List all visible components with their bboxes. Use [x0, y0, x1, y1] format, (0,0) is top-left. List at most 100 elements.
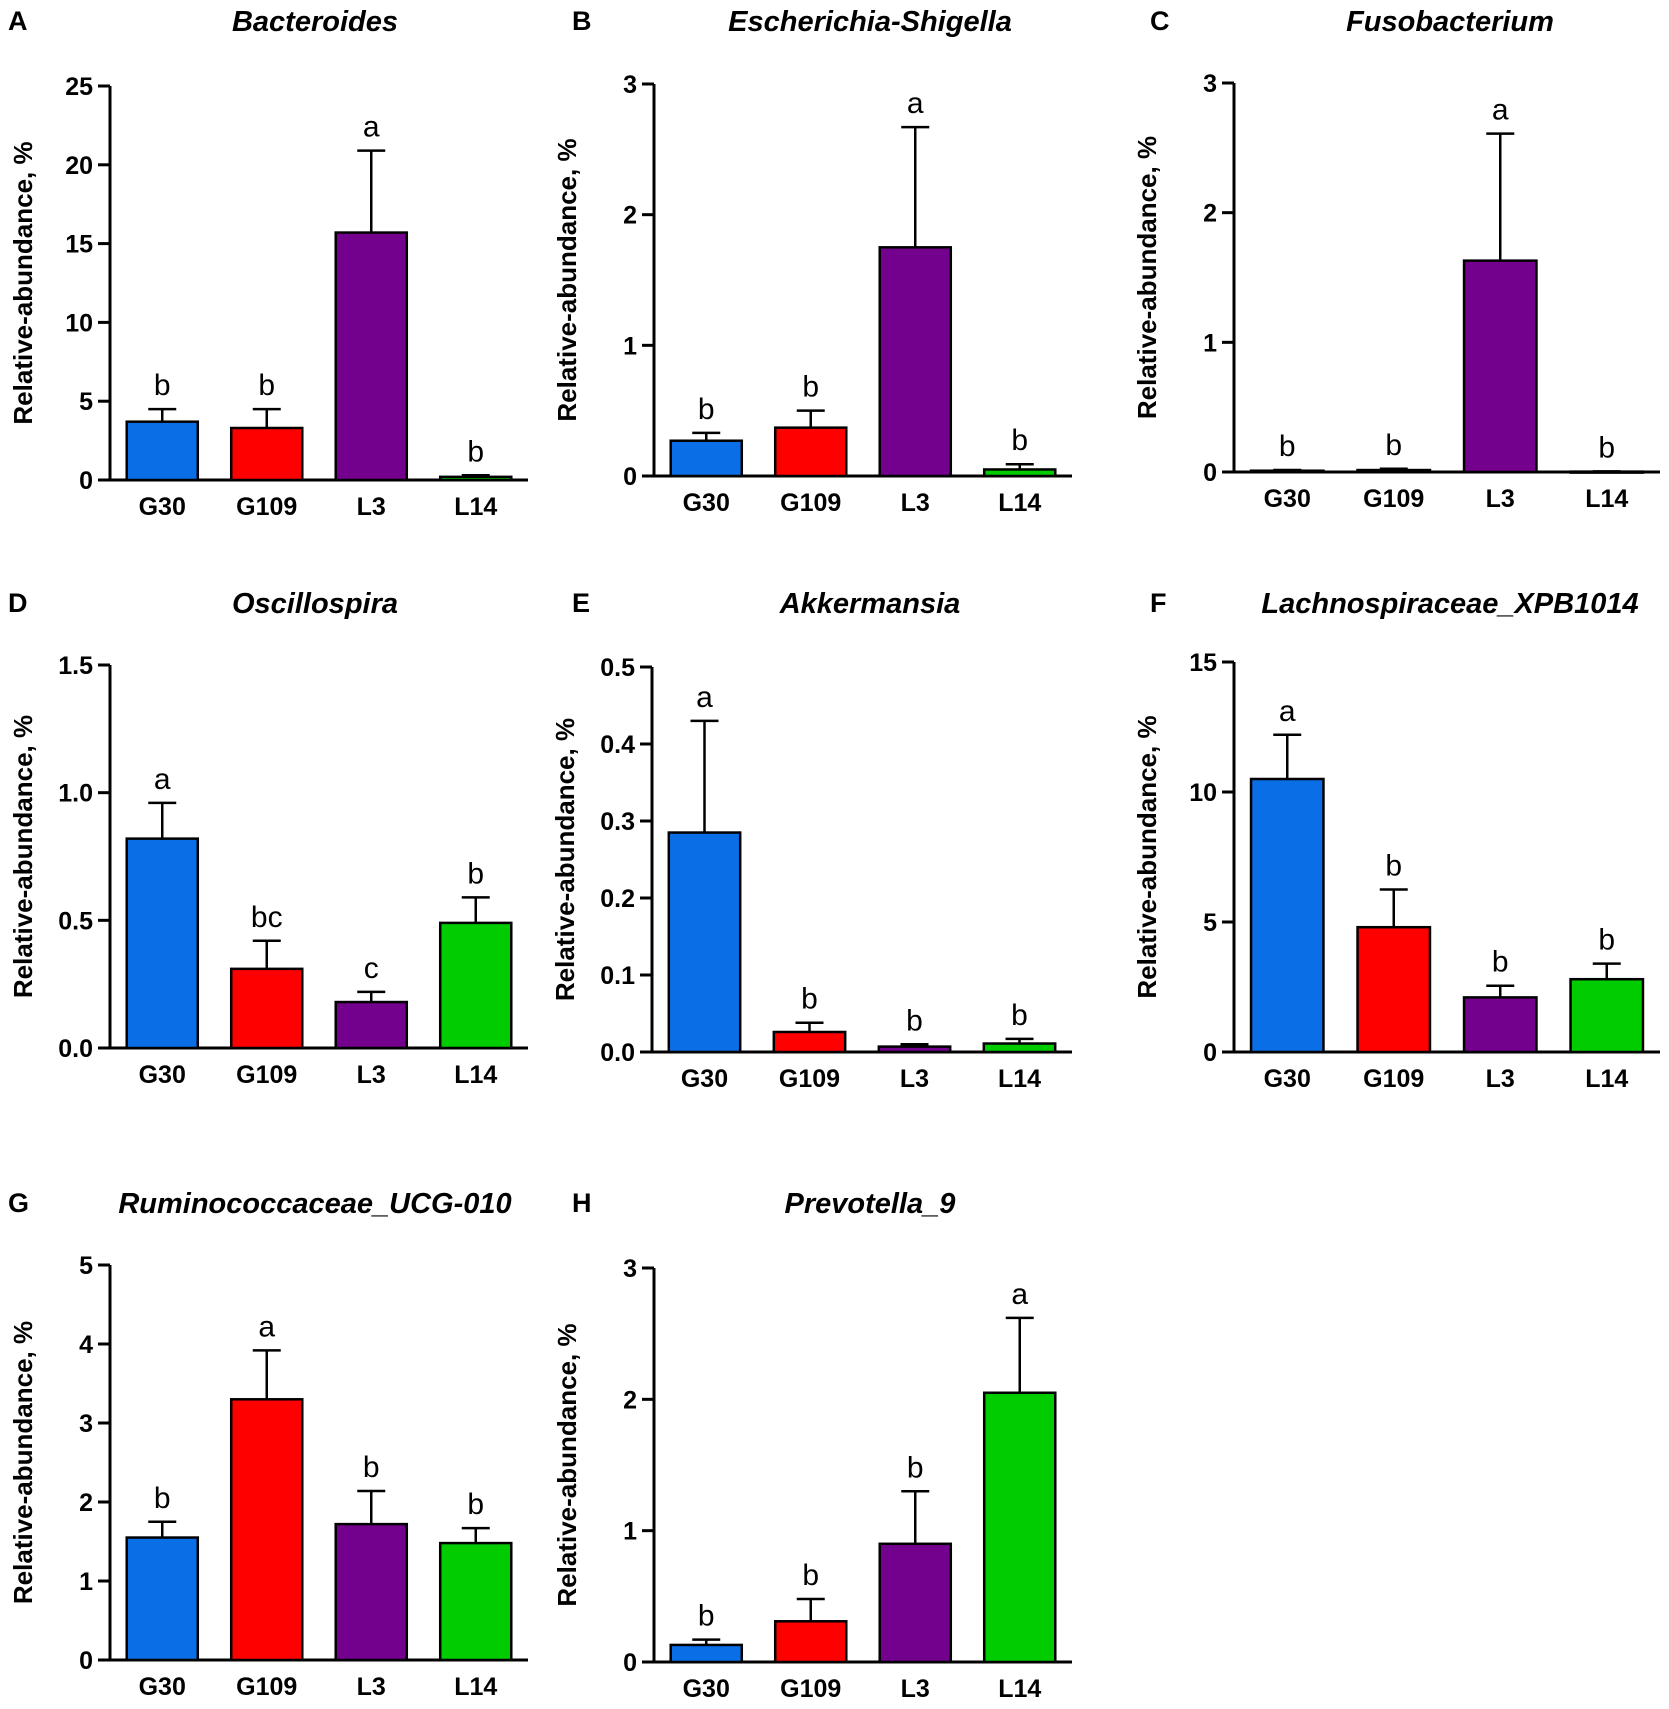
bar-l3 — [334, 1000, 409, 1050]
x-category-label: G109 — [780, 489, 841, 517]
significance-label: b — [467, 435, 484, 468]
y-tick-label: 5 — [79, 388, 93, 416]
panel-d: D Oscillospira 0.0 0.5 1.0 1.5 Relative-abunda… — [8, 588, 528, 1089]
significance-label: b — [363, 1451, 380, 1484]
x-category-label: L3 — [1486, 485, 1515, 513]
panel-letter: D — [8, 588, 28, 618]
bar-l14 — [438, 1541, 513, 1662]
y-tick-label: 0.3 — [600, 808, 635, 836]
x-category-label: L14 — [454, 1061, 497, 1089]
y-tick-label: 15 — [65, 231, 93, 259]
x-category-label: G109 — [236, 493, 297, 521]
x-category-label: L14 — [998, 1065, 1041, 1093]
significance-label: b — [1598, 431, 1615, 464]
panel-title: Escherichia-Shigella — [728, 6, 1012, 38]
bar-g109 — [1356, 468, 1432, 474]
x-category-label: G30 — [1264, 485, 1311, 513]
significance-label: a — [907, 87, 924, 120]
y-tick-label: 0 — [623, 463, 637, 491]
significance-label: b — [1279, 430, 1296, 463]
panel-letter: A — [8, 6, 28, 36]
y-tick-label: 0.0 — [58, 1035, 93, 1063]
bar-l14 — [438, 921, 513, 1050]
bar-l3 — [878, 1542, 953, 1664]
x-category-label: L3 — [901, 1675, 930, 1703]
panel-e: E Akkermansia 0.0 0.1 0.2 0.3 0.4 0.5 Relative-a… — [550, 588, 1072, 1093]
significance-label: b — [698, 1600, 715, 1633]
panel-letter: E — [572, 588, 590, 618]
bar-g30 — [125, 420, 200, 482]
x-category-label: G109 — [779, 1065, 840, 1093]
panel-f: F Lachnospiraceae_XPB1014 0 5 10 15 Relative-a… — [1132, 588, 1660, 1093]
y-axis-label: Relative-abundance, % — [552, 1323, 582, 1606]
y-tick-label: 15 — [1189, 649, 1217, 677]
panel-letter: B — [572, 6, 592, 36]
panel-letter: G — [8, 1188, 29, 1218]
bar-l3 — [1462, 259, 1538, 474]
bar-l3 — [334, 1522, 409, 1662]
x-category-label: L3 — [357, 1061, 386, 1089]
significance-label: b — [698, 393, 715, 426]
significance-label: b — [154, 1482, 171, 1515]
significance-label: a — [1279, 695, 1296, 728]
y-tick-label: 3 — [623, 1255, 637, 1283]
panel-letter: C — [1150, 6, 1170, 36]
significance-label: b — [906, 1004, 923, 1037]
significance-label: b — [258, 369, 275, 402]
y-tick-label: 0 — [1203, 1039, 1217, 1067]
bar-g109 — [773, 426, 848, 478]
bar-l14 — [982, 468, 1057, 478]
y-tick-label: 1 — [623, 332, 637, 360]
x-category-label: G109 — [780, 1675, 841, 1703]
y-tick-label: 0.2 — [600, 885, 635, 913]
x-category-label: L14 — [454, 1673, 497, 1701]
y-axis-label: Relative-abundance, % — [8, 1321, 38, 1604]
y-tick-label: 2 — [79, 1489, 93, 1517]
panel-title: Lachnospiraceae_XPB1014 — [1261, 588, 1638, 620]
bar-l3 — [878, 246, 953, 478]
y-tick-label: 2 — [623, 202, 637, 230]
y-tick-label: 0.5 — [600, 654, 635, 682]
y-tick-label: 0.1 — [600, 962, 635, 990]
y-tick-label: 0.5 — [58, 907, 93, 935]
x-category-label: G30 — [683, 1675, 730, 1703]
x-category-label: L3 — [900, 1065, 929, 1093]
y-tick-label: 1 — [79, 1568, 93, 1596]
y-tick-label: 1 — [1203, 329, 1217, 357]
y-tick-label: 3 — [1203, 70, 1217, 98]
significance-label: a — [258, 1310, 275, 1343]
bar-l3 — [334, 231, 409, 482]
panel-title: Oscillospira — [232, 588, 398, 620]
bar-l14 — [438, 475, 513, 482]
y-axis-label: Relative-abundance, % — [1132, 715, 1162, 998]
bar-g109 — [773, 1620, 848, 1664]
y-tick-label: 0 — [1203, 459, 1217, 487]
bar-g30 — [667, 831, 742, 1054]
significance-label: c — [364, 952, 379, 985]
y-tick-label: 25 — [65, 73, 93, 101]
x-category-label: G109 — [236, 1061, 297, 1089]
significance-label: b — [1011, 424, 1028, 457]
bar-g109 — [772, 1030, 847, 1054]
x-category-label: G30 — [139, 1061, 186, 1089]
y-tick-label: 3 — [79, 1410, 93, 1438]
x-category-label: L14 — [998, 489, 1041, 517]
panel-a: A Bacteroides 0 5 10 15 20 25 Relative-abundance… — [8, 6, 528, 521]
bar-g109 — [1356, 925, 1432, 1054]
x-category-label: G109 — [1363, 485, 1424, 513]
x-category-label: L14 — [1585, 1065, 1628, 1093]
panel-title: Bacteroides — [232, 6, 398, 38]
bar-g30 — [125, 1536, 200, 1662]
significance-label: b — [1598, 924, 1615, 957]
bar-l14 — [982, 1042, 1057, 1054]
x-category-label: L14 — [998, 1675, 1041, 1703]
y-tick-label: 0.0 — [600, 1039, 635, 1067]
x-category-label: L3 — [1486, 1065, 1515, 1093]
y-tick-label: 20 — [65, 152, 93, 180]
x-category-label: L14 — [454, 493, 497, 521]
y-tick-label: 1.5 — [58, 652, 93, 680]
bar-g109 — [229, 1398, 304, 1662]
y-tick-label: 5 — [1203, 909, 1217, 937]
x-category-label: G109 — [236, 1673, 297, 1701]
